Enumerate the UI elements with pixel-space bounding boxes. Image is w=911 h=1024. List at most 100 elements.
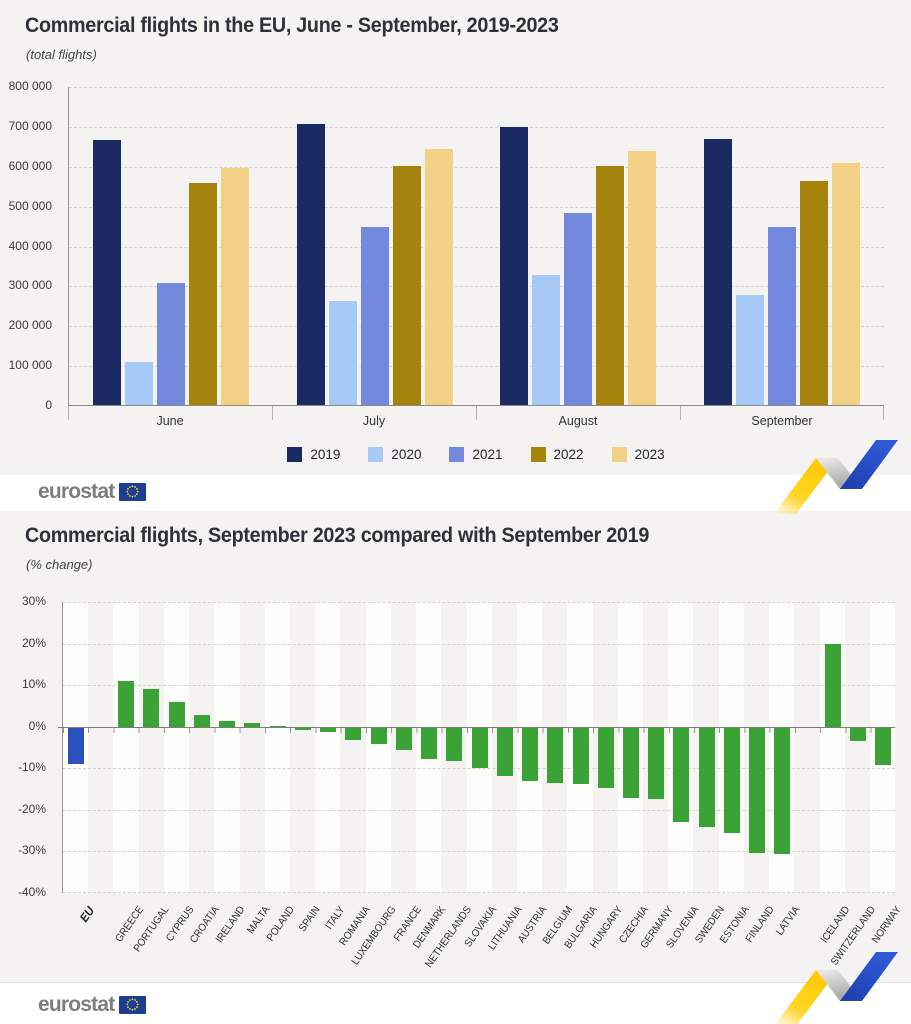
bar-july-2021 — [360, 226, 389, 405]
month-separator — [883, 406, 884, 420]
chart2-gridline — [63, 768, 895, 770]
bar-cyprus — [168, 701, 185, 727]
bar-hungary — [597, 727, 614, 788]
column-stripe — [845, 602, 870, 893]
month-separator — [680, 406, 681, 420]
column-stripe — [365, 602, 391, 893]
chart1-gridline — [69, 87, 884, 88]
bar-july-2022 — [392, 166, 421, 405]
column-stripe — [113, 602, 139, 893]
chart2-ytick-label: -20% — [17, 801, 46, 816]
bar-june-2023 — [220, 167, 249, 405]
bar-denmark — [421, 727, 437, 759]
bar-july-2023 — [424, 148, 453, 405]
chart2-gridline — [63, 851, 895, 853]
bar-portugal — [143, 688, 160, 727]
bar-sweden — [698, 727, 715, 828]
bar-september-2019 — [704, 139, 733, 405]
bar-france — [395, 727, 412, 750]
bar-september-2022 — [800, 180, 829, 405]
chart2-y-axis: 30% 20% 10% 0% -10% -20% -30% -40% — [0, 594, 54, 899]
column-stripe — [163, 602, 190, 893]
chart1-ytick-label: 700 000 — [8, 118, 52, 133]
legend-item-2020: 2020 — [368, 446, 421, 462]
eurostat-logo-text: eurostat — [38, 993, 115, 1016]
chart2-zero-axis — [58, 727, 895, 728]
chart2-subtitle: (% change) — [26, 557, 93, 572]
legend-swatch-2020 — [368, 446, 384, 462]
month-separator — [476, 406, 477, 420]
eu-flag-icon — [119, 996, 147, 1014]
bar-finland — [749, 727, 766, 853]
eurostat-logo: eurostat — [38, 993, 147, 1017]
chart1-ytick-label: 200 000 — [8, 318, 52, 333]
chart2-gridline — [63, 643, 895, 645]
bar-netherlands — [446, 727, 463, 761]
chart2-plot-area — [58, 602, 896, 893]
logo-band-bottom: eurostat — [0, 982, 911, 1024]
bar-greece — [118, 681, 135, 727]
column-stripe — [189, 602, 214, 893]
legend-swatch-2019 — [287, 446, 303, 462]
chart1-ytick-label: 400 000 — [8, 238, 52, 253]
bar-romania — [345, 727, 362, 741]
logo-band-top: eurostat — [0, 475, 911, 511]
bar-group-june — [69, 87, 273, 405]
bar-italy — [320, 727, 336, 733]
bar-september-2021 — [768, 227, 797, 405]
chart1-legend: 2019 2020 2021 2022 2023 — [68, 443, 884, 465]
month-label-text: July — [362, 414, 386, 428]
column-stripe — [264, 602, 290, 893]
legend-swatch-2021 — [449, 446, 465, 462]
month-label-text: August — [558, 414, 598, 428]
chart2-ytick-label: -30% — [17, 843, 46, 858]
chart1-ytick-label: 100 000 — [8, 358, 52, 373]
bar-june-2022 — [188, 182, 217, 405]
legend-swatch-2023 — [611, 446, 627, 462]
chart1-title: Commercial flights in the EU, June - Sep… — [25, 14, 559, 37]
bar-estonia — [723, 727, 740, 833]
chart2-gridline — [63, 602, 895, 603]
bar-august-2023 — [628, 150, 657, 405]
bar-july-2019 — [296, 123, 325, 405]
chart2-ytick-label: 30% — [21, 594, 46, 608]
bar-eu — [67, 727, 84, 765]
chart1-ytick-label: 0 — [45, 398, 52, 412]
legend-item-2022: 2022 — [530, 446, 584, 462]
bar-group-september — [680, 87, 884, 405]
month-label-june: June — [68, 406, 272, 434]
chart2-ytick-label: -40% — [17, 885, 46, 899]
chart2-gridline — [63, 809, 895, 811]
chart1-gridline — [69, 326, 884, 328]
chart1-bar-groups — [69, 87, 884, 405]
country-label-latvia: LATVIA — [773, 904, 803, 938]
zigzag-ribbon-decoration — [775, 952, 898, 1024]
bar-group-july — [273, 87, 477, 405]
eurostat-logo-text: eurostat — [38, 480, 115, 503]
column-stripe — [88, 602, 113, 893]
column-stripe — [315, 602, 341, 893]
chart2-ytick-label: 0% — [28, 718, 46, 733]
bar-spain — [294, 727, 311, 731]
month-label-text: September — [751, 414, 813, 428]
bar-august-2019 — [500, 126, 529, 405]
legend-item-2019: 2019 — [287, 446, 340, 462]
bar-bulgaria — [572, 727, 589, 785]
bar-slovakia — [471, 727, 488, 768]
bar-july-2020 — [328, 301, 357, 405]
bar-norway — [875, 727, 892, 765]
chart1-ytick-label: 500 000 — [8, 198, 52, 213]
legend-label: 2021 — [472, 446, 503, 462]
country-label-italy: ITALY — [323, 904, 348, 932]
bar-august-2022 — [596, 165, 625, 405]
chart2-title: Commercial flights, September 2023 compa… — [25, 524, 650, 547]
zigzag-ribbon-decoration — [774, 440, 898, 514]
bar-september-2020 — [736, 294, 765, 405]
legend-label: 2022 — [553, 446, 584, 462]
chart1-ytick-label: 800 000 — [8, 79, 52, 93]
bar-group-august — [477, 87, 681, 405]
chart1-ytick-label: 600 000 — [8, 158, 52, 173]
eurostat-logo: eurostat — [38, 480, 147, 504]
chart1-gridline — [69, 206, 884, 208]
